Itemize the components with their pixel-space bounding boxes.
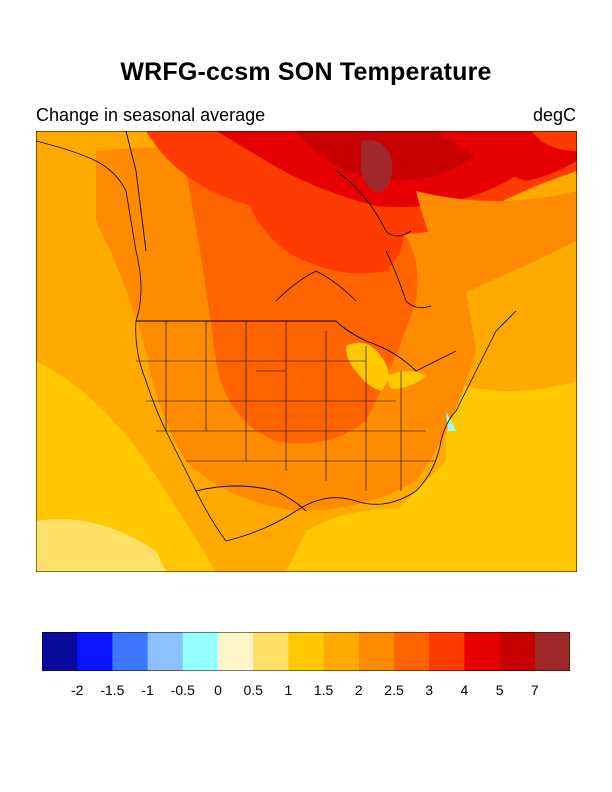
colorbar-tick-label: 4 [460,682,469,698]
colorbar-swatch [288,632,325,671]
colorbar-swatch [464,632,501,671]
chesapeake-cool [446,411,456,431]
colorbar-swatch [534,632,570,671]
colorbar-swatch [42,632,78,671]
arctic-max [361,140,393,193]
colorbar [42,632,570,671]
colorbar-swatch [253,632,289,671]
colorbar-swatch [147,632,184,671]
colorbar-tick-label: -1 [141,682,154,698]
great-lakes [346,342,389,391]
pacific-south [36,361,216,572]
gulf-region [286,508,476,572]
greenland-red [436,131,577,181]
colorbar-tick-label: 5 [495,682,504,698]
colorbar-tick-label: 0.5 [243,682,263,698]
colorbar-swatch [323,632,360,671]
colorbar-tick-label: 1.5 [313,682,334,698]
units-label: degC [532,105,576,125]
colorbar-tick-label: -0.5 [170,682,195,698]
arctic-warming-7 [296,131,506,180]
colorbar-swatch [429,632,465,671]
colorbar-labels: -2 -1.5 -1 -0.5 0 0.5 1 1.5 2 2.5 3 4 5 7 [0,682,612,702]
colorbar-swatch [182,632,219,671]
colorbar-swatch [394,632,430,671]
colorbar-swatch [112,632,149,671]
colorbar-tick-label: 1 [284,682,293,698]
pacific-light [36,519,166,572]
greenland-edge [531,131,577,151]
colorbar-tick-label: 3 [425,682,434,698]
atlantic-orange [416,191,577,291]
plot-subtitle: Change in seasonal average [36,105,266,125]
state-borders [136,321,436,491]
plot-title: WRFG-ccsm SON Temperature [120,58,492,86]
colorbar-tick-label: 0 [214,682,222,698]
atlantic-yellow [466,251,577,381]
lake-erie [386,371,426,389]
colorbar-swatch [218,632,254,671]
colorbar-swatch [358,632,395,671]
temperature-change-map [36,131,577,572]
colorbar-tick-label: 2 [354,682,363,698]
colorbar-tick-label: -1.5 [100,682,125,698]
country-borders [125,131,457,512]
colorbar-swatch [77,632,113,671]
colorbar-tick-label: -2 [70,682,84,698]
colorbar-tick-label: 7 [530,682,539,698]
colorbar-swatch [499,632,536,671]
colorbar-tick-label: 2.5 [384,682,404,698]
